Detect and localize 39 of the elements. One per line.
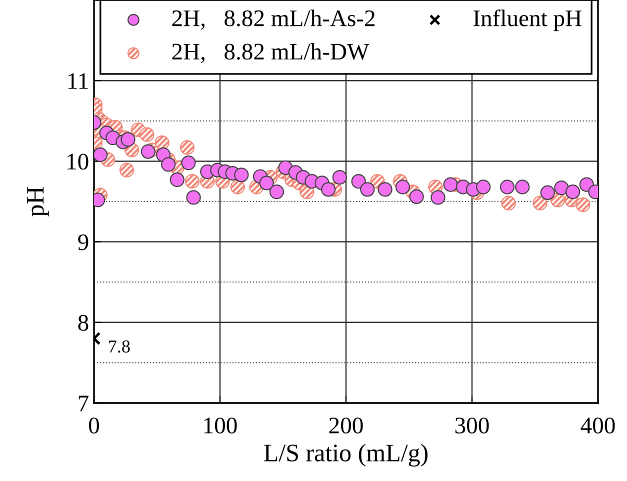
- point: [409, 189, 424, 204]
- point: [332, 170, 348, 185]
- x-tick-label: 200: [329, 418, 363, 434]
- point: [269, 184, 284, 200]
- legend-label: Influent pH: [474, 9, 582, 32]
- y-tick-label: 11: [68, 73, 88, 89]
- point: [94, 147, 108, 162]
- point: [395, 180, 410, 194]
- point: [565, 184, 580, 200]
- point: [360, 182, 375, 197]
- x-tick-label: 0: [88, 418, 100, 434]
- point: [500, 180, 515, 194]
- point: [161, 157, 176, 172]
- point: [540, 185, 555, 200]
- x-axis-title: L/S ratio (mL/g): [264, 444, 428, 467]
- point: [186, 190, 201, 205]
- point: [140, 144, 156, 159]
- point: [351, 174, 366, 189]
- y-tick-label: 8: [78, 314, 88, 331]
- point: [515, 180, 530, 194]
- x-tick-label: 300: [455, 418, 489, 434]
- point: [170, 172, 184, 188]
- legend-label: 2H, 8.82 mL/h-DW: [172, 43, 370, 64]
- x-tick-label: 400: [580, 418, 615, 434]
- x-tick-label: 100: [204, 418, 237, 434]
- point: [554, 180, 569, 196]
- legend-label: 2H, 8.82 mL/h-As-2: [172, 10, 375, 30]
- y-axis-title: pH: [27, 186, 49, 216]
- point: [378, 182, 392, 197]
- point: [430, 190, 446, 205]
- y-tick-label: 7: [78, 396, 88, 412]
- point: [234, 168, 249, 182]
- point: [259, 176, 274, 190]
- y-tick-label: 10: [68, 154, 88, 170]
- point: [476, 180, 491, 194]
- data-label: 7.8: [109, 340, 130, 353]
- y-tick-label: 9: [78, 234, 88, 250]
- point: [181, 155, 196, 170]
- point: [321, 182, 336, 197]
